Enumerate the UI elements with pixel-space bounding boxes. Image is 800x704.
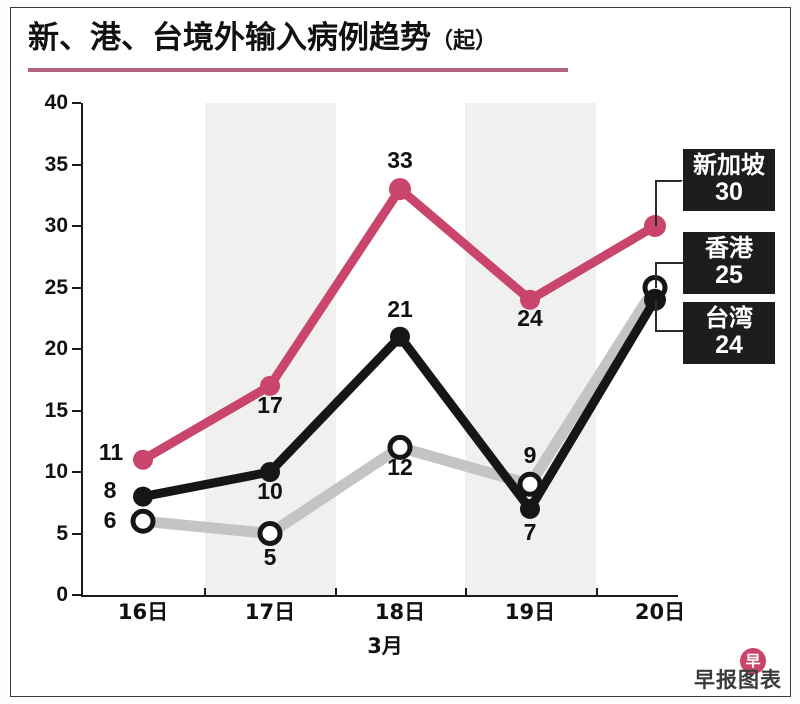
legend-item-singapore[interactable]: 新加坡 30: [683, 149, 775, 211]
y-axis-label-40: 40: [44, 91, 68, 114]
y-axis-label-0: 0: [56, 583, 68, 606]
y-axis-label-15: 15: [44, 399, 68, 422]
x-tick-0: [81, 588, 83, 597]
y-tick-35: [72, 164, 81, 166]
x-tick-1: [204, 588, 206, 597]
y-axis-label-30: 30: [44, 214, 68, 237]
legend-value-taiwan: 24: [715, 331, 743, 359]
watermark-text: 早报图表: [694, 668, 782, 692]
page-title-unit: （起）: [431, 29, 498, 54]
leader-line-taiwan-stem: [655, 300, 657, 332]
legend-label-taiwan: 台湾: [705, 304, 753, 332]
x-axis-label-17: 17日: [244, 600, 296, 624]
page-title-text: 新、港、台境外输入病例趋势: [28, 20, 431, 56]
data-label-singapore-16: 11: [98, 439, 124, 465]
data-label-hongkong-16: 6: [103, 507, 117, 533]
data-label-taiwan-16: 8: [103, 477, 117, 503]
y-axis-label-10: 10: [44, 460, 68, 483]
leader-line-singapore-stem: [655, 180, 657, 226]
y-tick-30: [72, 225, 81, 227]
publisher-logo-icon: 早: [740, 648, 766, 674]
x-axis-label-20: 20日: [634, 600, 686, 624]
page-title: 新、港、台境外输入病例趋势（起）: [28, 18, 628, 74]
y-axis-label-5: 5: [56, 522, 68, 545]
data-label-hongkong-18: 12: [387, 454, 413, 480]
y-tick-40: [72, 102, 81, 104]
leader-line-hongkong: [655, 262, 683, 264]
x-axis-label-16: 16日: [117, 600, 169, 624]
data-label-singapore-19: 24: [517, 305, 543, 331]
y-tick-10: [72, 471, 81, 473]
y-tick-5: [72, 533, 81, 535]
data-label-hongkong-19: 9: [523, 442, 537, 468]
x-tick-2: [335, 588, 337, 597]
y-axis-label-25: 25: [44, 276, 68, 299]
y-tick-25: [72, 287, 81, 289]
y-tick-15: [72, 410, 81, 412]
data-label-singapore-18: 33: [387, 147, 413, 173]
x-axis: [81, 595, 678, 597]
legend-item-taiwan[interactable]: 台湾 24: [683, 302, 775, 364]
data-label-taiwan-19: 7: [523, 519, 537, 545]
leader-line-hongkong-stem: [655, 262, 657, 288]
legend-label-hongkong: 香港: [705, 234, 753, 262]
leader-line-taiwan: [655, 330, 683, 332]
data-label-taiwan-18: 21: [387, 296, 413, 322]
legend-item-hongkong[interactable]: 香港 25: [683, 232, 775, 294]
y-tick-20: [72, 348, 81, 350]
legend-value-hongkong: 25: [715, 261, 743, 289]
data-label-singapore-17: 17: [257, 392, 283, 418]
x-tick-3: [465, 588, 467, 597]
legend-label-singapore: 新加坡: [693, 151, 765, 179]
x-tick-4: [596, 588, 598, 597]
x-axis-label-18: 18日: [374, 600, 426, 624]
y-axis-label-35: 35: [44, 153, 68, 176]
y-tick-0: [72, 594, 81, 596]
page-frame: [10, 7, 791, 697]
title-underline: [28, 68, 568, 72]
y-axis-label-20: 20: [44, 337, 68, 360]
legend-value-singapore: 30: [715, 178, 743, 206]
data-label-taiwan-17: 10: [257, 478, 283, 504]
x-axis-label-19: 19日: [504, 600, 556, 624]
y-axis: [81, 103, 83, 597]
data-label-hongkong-17: 5: [263, 544, 277, 570]
watermark: 早报图表: [694, 664, 782, 694]
shaded-band-17-18: [205, 103, 336, 595]
x-axis-title: 3月: [367, 634, 403, 658]
leader-line-singapore: [655, 180, 683, 226]
